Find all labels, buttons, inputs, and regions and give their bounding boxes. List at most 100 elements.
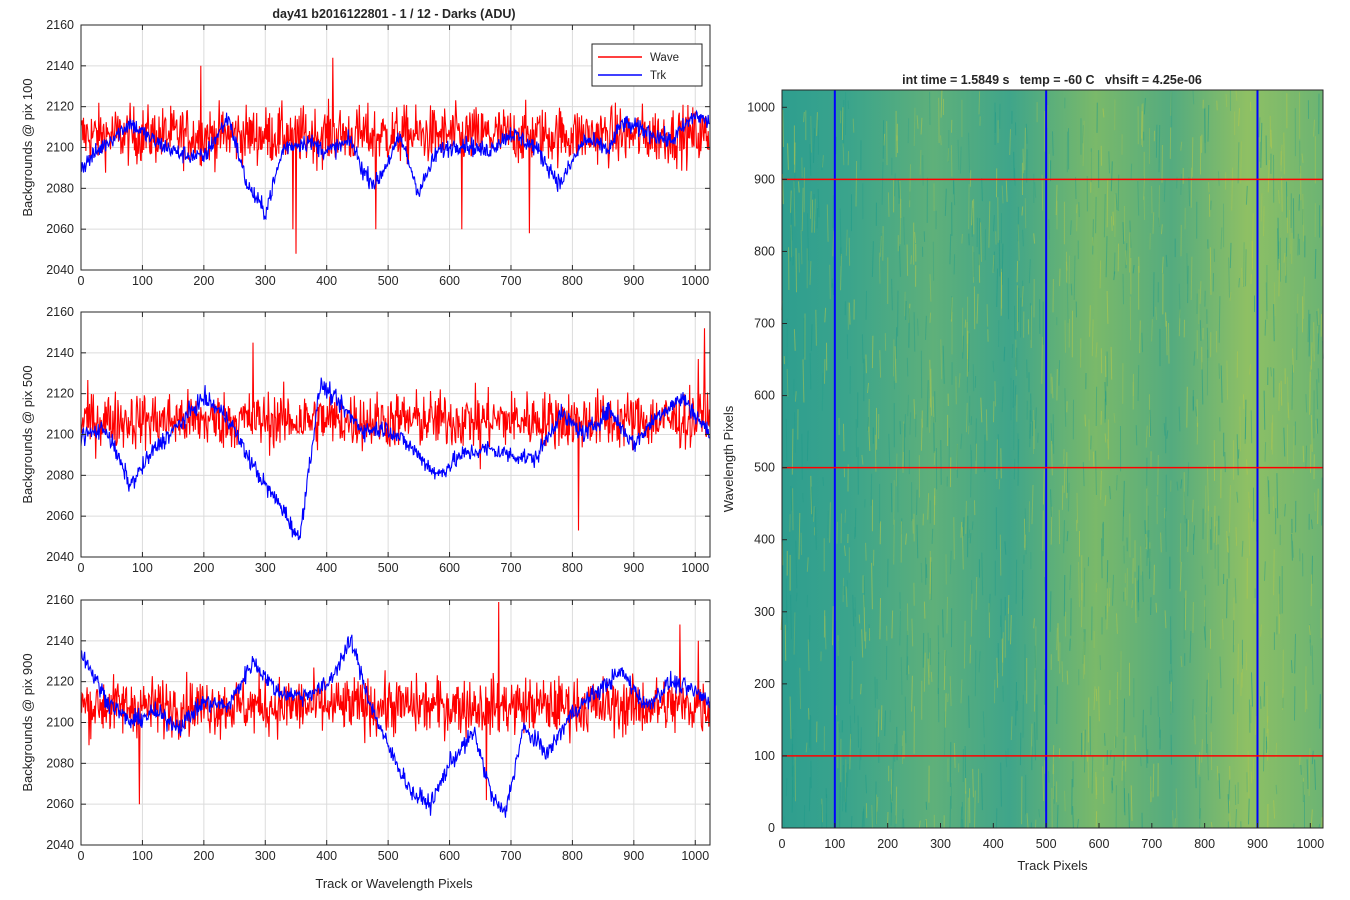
heatmap-streak bbox=[813, 198, 816, 233]
y-tick-label: 2080 bbox=[46, 468, 74, 482]
heatmap-streak bbox=[1204, 606, 1207, 648]
x-tick-label: 500 bbox=[378, 274, 399, 288]
line-panel-1: 0 100 200 300 400 500 600 700 800 900 1000 2040 2060… bbox=[20, 18, 711, 288]
x-tick-label: 900 bbox=[623, 274, 644, 288]
y-tick-label: 600 bbox=[754, 389, 775, 403]
x-tick-label: 700 bbox=[501, 849, 522, 863]
heatmap-streak bbox=[1170, 92, 1172, 116]
heatmap-streak bbox=[974, 650, 977, 697]
heatmap-streak bbox=[829, 502, 831, 543]
y-tick-label: 2120 bbox=[46, 100, 74, 114]
heatmap-streak bbox=[1050, 423, 1053, 445]
heatmap-streak bbox=[899, 611, 901, 646]
heatmap-streak bbox=[922, 632, 925, 668]
heatmap-streak bbox=[852, 594, 855, 627]
heatmap-streak bbox=[1063, 520, 1065, 554]
heatmap-streak bbox=[813, 194, 816, 221]
heatmap-streak bbox=[920, 562, 923, 583]
x-tick-label: 100 bbox=[132, 561, 153, 575]
heatmap-streak bbox=[1235, 527, 1238, 546]
heatmap-streak bbox=[968, 184, 970, 230]
heatmap-streak bbox=[1098, 686, 1100, 722]
heatmap-streak bbox=[1189, 630, 1192, 663]
heatmap-streak bbox=[893, 480, 895, 525]
heatmap-streak bbox=[814, 507, 817, 550]
heatmap-streak bbox=[838, 723, 841, 733]
heatmap-streak bbox=[933, 416, 935, 453]
heatmap-streak bbox=[929, 398, 931, 433]
heatmap-streak bbox=[835, 136, 837, 155]
heatmap-streak bbox=[1108, 587, 1111, 607]
heatmap-streak bbox=[861, 629, 864, 658]
heatmap-streak bbox=[992, 254, 995, 273]
heatmap-streak bbox=[1265, 282, 1268, 320]
heatmap-streak bbox=[793, 181, 796, 227]
heatmap-streak bbox=[1310, 809, 1313, 828]
heatmap-streak bbox=[940, 135, 942, 146]
heatmap-streak bbox=[1239, 406, 1241, 452]
x-tick-label: 800 bbox=[562, 274, 583, 288]
heatmap-streak bbox=[879, 235, 882, 257]
heatmap-streak bbox=[916, 489, 918, 516]
heatmap-streak bbox=[899, 246, 901, 277]
heatmap-streak bbox=[1141, 332, 1144, 353]
heatmap-streak bbox=[794, 391, 797, 402]
heatmap-streak bbox=[1117, 174, 1120, 212]
heatmap-streak bbox=[980, 397, 983, 423]
heatmap-streak bbox=[1123, 480, 1125, 517]
heatmap-streak bbox=[849, 733, 852, 770]
heatmap-streak bbox=[1319, 694, 1321, 729]
heatmap-streak bbox=[1132, 265, 1135, 274]
heatmap-streak bbox=[949, 234, 952, 265]
heatmap-streak bbox=[1147, 529, 1150, 558]
heatmap-streak bbox=[1238, 108, 1240, 127]
heatmap-streak bbox=[875, 721, 878, 755]
series-trk bbox=[80, 377, 710, 541]
heatmap-streak bbox=[918, 820, 921, 829]
heatmap-streak bbox=[1300, 764, 1302, 775]
heatmap-streak bbox=[947, 693, 949, 703]
heatmap-streak bbox=[1192, 601, 1194, 634]
heatmap-streak bbox=[1234, 578, 1237, 604]
heatmap-streak bbox=[1078, 561, 1080, 608]
heatmap-streak bbox=[1180, 173, 1182, 195]
heatmap-streak bbox=[960, 679, 963, 704]
x-tick-label: 500 bbox=[378, 849, 399, 863]
heatmap-streak bbox=[1100, 470, 1102, 500]
heatmap-streak bbox=[836, 521, 838, 544]
heatmap-streak bbox=[1263, 390, 1266, 430]
heatmap-streak bbox=[809, 191, 812, 219]
heatmap-streak bbox=[1113, 412, 1116, 423]
heatmap-streak bbox=[806, 557, 809, 572]
heatmap-streak bbox=[1123, 765, 1125, 813]
heatmap-streak bbox=[1149, 409, 1152, 436]
heatmap-streak bbox=[1105, 236, 1108, 278]
heatmap-streak bbox=[865, 774, 867, 794]
heatmap-streak bbox=[1111, 216, 1113, 232]
heatmap-streak bbox=[1209, 247, 1212, 295]
line-panel-2: 0 100 200 300 400 500 600 700 800 900 1000 2040 2060… bbox=[20, 305, 711, 575]
heatmap-streak bbox=[1250, 771, 1253, 784]
heatmap-streak bbox=[937, 652, 940, 695]
heatmap-streak bbox=[1063, 574, 1066, 617]
heatmap-streak bbox=[1021, 285, 1024, 307]
heatmap-streak bbox=[916, 115, 919, 129]
heatmap-streak bbox=[1264, 442, 1267, 462]
heatmap-streak bbox=[808, 777, 811, 812]
heatmap-streak bbox=[1165, 254, 1168, 267]
heatmap-streak bbox=[1178, 309, 1181, 337]
heatmap-streak bbox=[890, 483, 893, 513]
x-tick-label: 700 bbox=[501, 274, 522, 288]
heatmap-streak bbox=[1095, 196, 1097, 234]
y-tick-label: 2140 bbox=[46, 59, 74, 73]
heatmap-streak bbox=[958, 373, 961, 388]
heatmap-streak bbox=[1113, 252, 1116, 275]
heatmap-streak bbox=[841, 107, 844, 141]
heatmap-streak bbox=[808, 708, 810, 720]
heatmap-streak bbox=[1103, 193, 1106, 238]
heatmap-streak bbox=[913, 312, 916, 352]
heatmap-streak bbox=[1218, 363, 1220, 379]
heatmap-streak bbox=[809, 614, 811, 642]
heatmap-streak bbox=[1224, 451, 1226, 473]
heatmap-streak bbox=[1281, 176, 1283, 212]
